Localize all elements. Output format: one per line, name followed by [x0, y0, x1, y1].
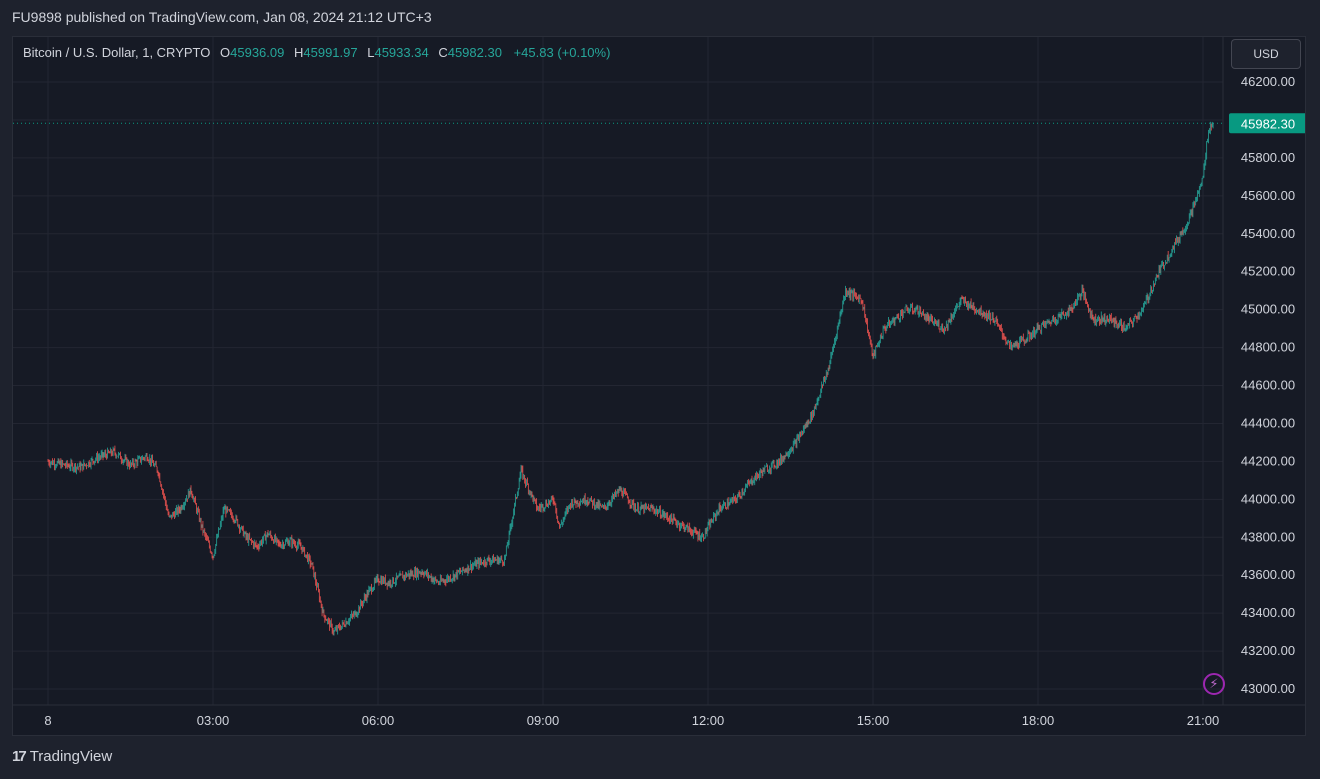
currency-button[interactable]: USD [1231, 39, 1301, 69]
high-label: H [293, 45, 304, 60]
candles [47, 121, 1214, 636]
high-value: 45991.97 [303, 45, 358, 60]
price-tick-label: 44800.00 [1241, 340, 1295, 355]
chart-area[interactable]: 46200.0046000.0045800.0045600.0045400.00… [12, 36, 1306, 736]
footer: 17 TradingView [12, 748, 112, 765]
last-price-badge: 45982.30 [1229, 113, 1305, 134]
price-tick-label: 45400.00 [1241, 226, 1295, 241]
price-tick-label: 44000.00 [1241, 491, 1295, 506]
publisher-caption: FU9898 published on TradingView.com, Jan… [12, 9, 432, 25]
price-tick-label: 45200.00 [1241, 264, 1295, 279]
tradingview-logo-icon[interactable]: 17 [12, 748, 27, 765]
price-tick-label: 43600.00 [1241, 567, 1295, 582]
last-price-badge-bg [1229, 113, 1305, 134]
price-tick-label: 43000.00 [1241, 681, 1295, 696]
last-price-badge-text: 45982.30 [1241, 116, 1295, 131]
change-value: +45.83 (+0.10%) [513, 45, 611, 60]
price-tick-label: 44600.00 [1241, 378, 1295, 393]
time-tick-label: 18:00 [1022, 713, 1055, 728]
price-axis: 46200.0046000.0045800.0045600.0045400.00… [1241, 74, 1295, 696]
low-label: L [367, 45, 375, 60]
price-tick-label: 45800.00 [1241, 150, 1295, 165]
ohlc-legend: Bitcoin / U.S. Dollar, 1, CRYPTO O45936.… [23, 45, 610, 60]
price-tick-label: 43800.00 [1241, 529, 1295, 544]
symbol-title[interactable]: Bitcoin / U.S. Dollar, 1, CRYPTO [23, 45, 211, 60]
time-tick-label: 21:00 [1187, 713, 1220, 728]
price-tick-label: 44200.00 [1241, 453, 1295, 468]
open-value: 45936.09 [230, 45, 285, 60]
close-value: 45982.30 [447, 45, 502, 60]
time-tick-label: 06:00 [362, 713, 395, 728]
price-tick-label: 44400.00 [1241, 415, 1295, 430]
price-chart[interactable]: 46200.0046000.0045800.0045600.0045400.00… [13, 37, 1306, 736]
price-tick-label: 43200.00 [1241, 643, 1295, 658]
time-axis: 8 03:00 06:00 09:00 12:00 15:00 18:00 21:00 [44, 713, 1219, 728]
time-tick-label: 15:00 [857, 713, 890, 728]
time-tick-label: 09:00 [527, 713, 560, 728]
close-label: C [438, 45, 448, 60]
lightning-icon[interactable]: ⚡ [1203, 673, 1225, 695]
price-tick-label: 45600.00 [1241, 188, 1295, 203]
open-label: O [220, 45, 231, 60]
grid [13, 37, 1305, 706]
price-tick-label: 43400.00 [1241, 605, 1295, 620]
price-tick-label: 46200.00 [1241, 74, 1295, 89]
time-tick-label: 8 [44, 713, 51, 728]
low-value: 45933.34 [374, 45, 429, 60]
time-tick-label: 12:00 [692, 713, 725, 728]
time-tick-label: 03:00 [197, 713, 230, 728]
brand-name[interactable]: TradingView [29, 748, 113, 765]
price-tick-label: 45000.00 [1241, 302, 1295, 317]
